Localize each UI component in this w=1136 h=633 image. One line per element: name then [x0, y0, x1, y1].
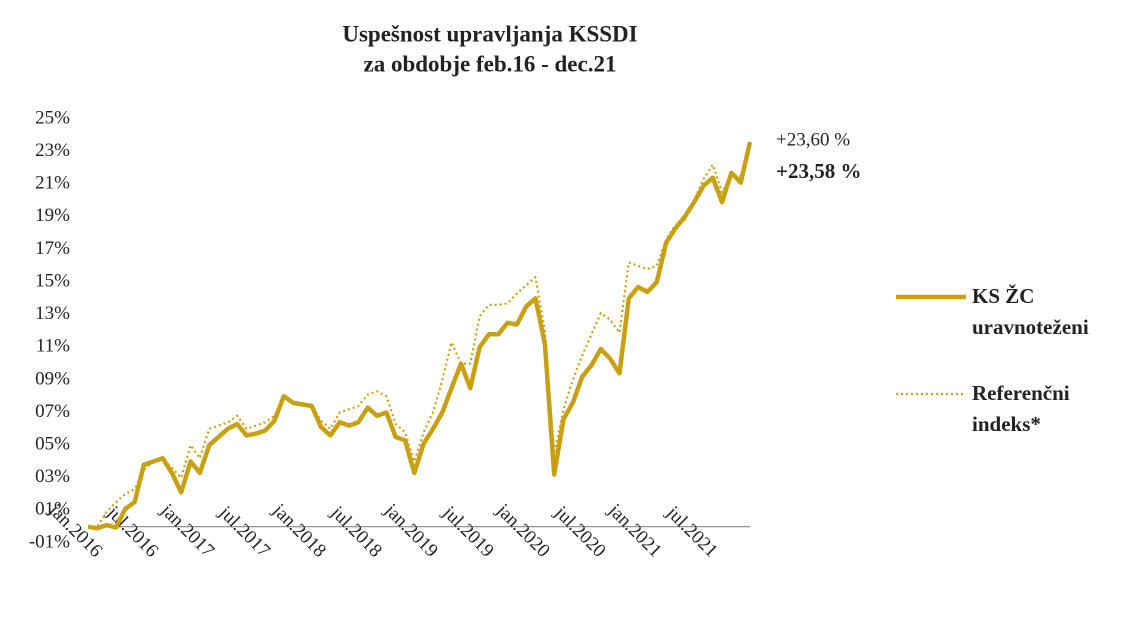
- y-tick-label: 23%: [35, 140, 70, 161]
- x-tick-label: jan.2019: [380, 499, 442, 561]
- x-tick-label: jul.2017: [214, 502, 274, 562]
- x-tick-label: jul.2021: [662, 502, 722, 562]
- annotation: +23,58 %: [776, 159, 861, 183]
- line-series: [88, 141, 752, 528]
- x-tick-label: jan.2020: [492, 499, 554, 561]
- legend-label: Referenčni indeks*: [972, 381, 1070, 436]
- x-tick-label: jul.2018: [326, 502, 386, 562]
- y-tick-label: -01%: [29, 531, 70, 552]
- x-tick-label: jan.2018: [268, 499, 330, 561]
- y-tick-label: 09%: [35, 368, 70, 389]
- y-tick-label: 07%: [35, 401, 70, 422]
- x-tick-label: jul.2016: [102, 502, 162, 562]
- y-tick-label: 13%: [35, 303, 70, 324]
- legend-label: KS ŽC uravnoteženi: [972, 284, 1089, 339]
- y-tick-label: 03%: [35, 466, 70, 487]
- chart-subtitle: za obdobje feb.16 - dec.21: [364, 51, 617, 76]
- x-tick-label: jul.2019: [438, 502, 498, 562]
- annotation: +23,60 %: [776, 129, 850, 150]
- y-tick-label: 21%: [35, 173, 70, 194]
- y-tick-label: 01%: [35, 499, 70, 520]
- y-tick-label: 19%: [35, 205, 70, 226]
- y-tick-label: 25%: [35, 107, 70, 128]
- chart-title: Uspešnost upravljanja KSSDI: [342, 21, 637, 46]
- x-tick-label: jul.2020: [550, 502, 610, 562]
- y-tick-label: 17%: [35, 238, 70, 259]
- y-tick-label: 05%: [35, 434, 70, 455]
- line-series: [87, 141, 753, 531]
- x-tick-label: jan.2017: [156, 499, 218, 561]
- x-tick-label: jan.2021: [603, 499, 665, 561]
- y-tick-label: 11%: [36, 336, 70, 357]
- y-tick-label: 15%: [35, 270, 70, 291]
